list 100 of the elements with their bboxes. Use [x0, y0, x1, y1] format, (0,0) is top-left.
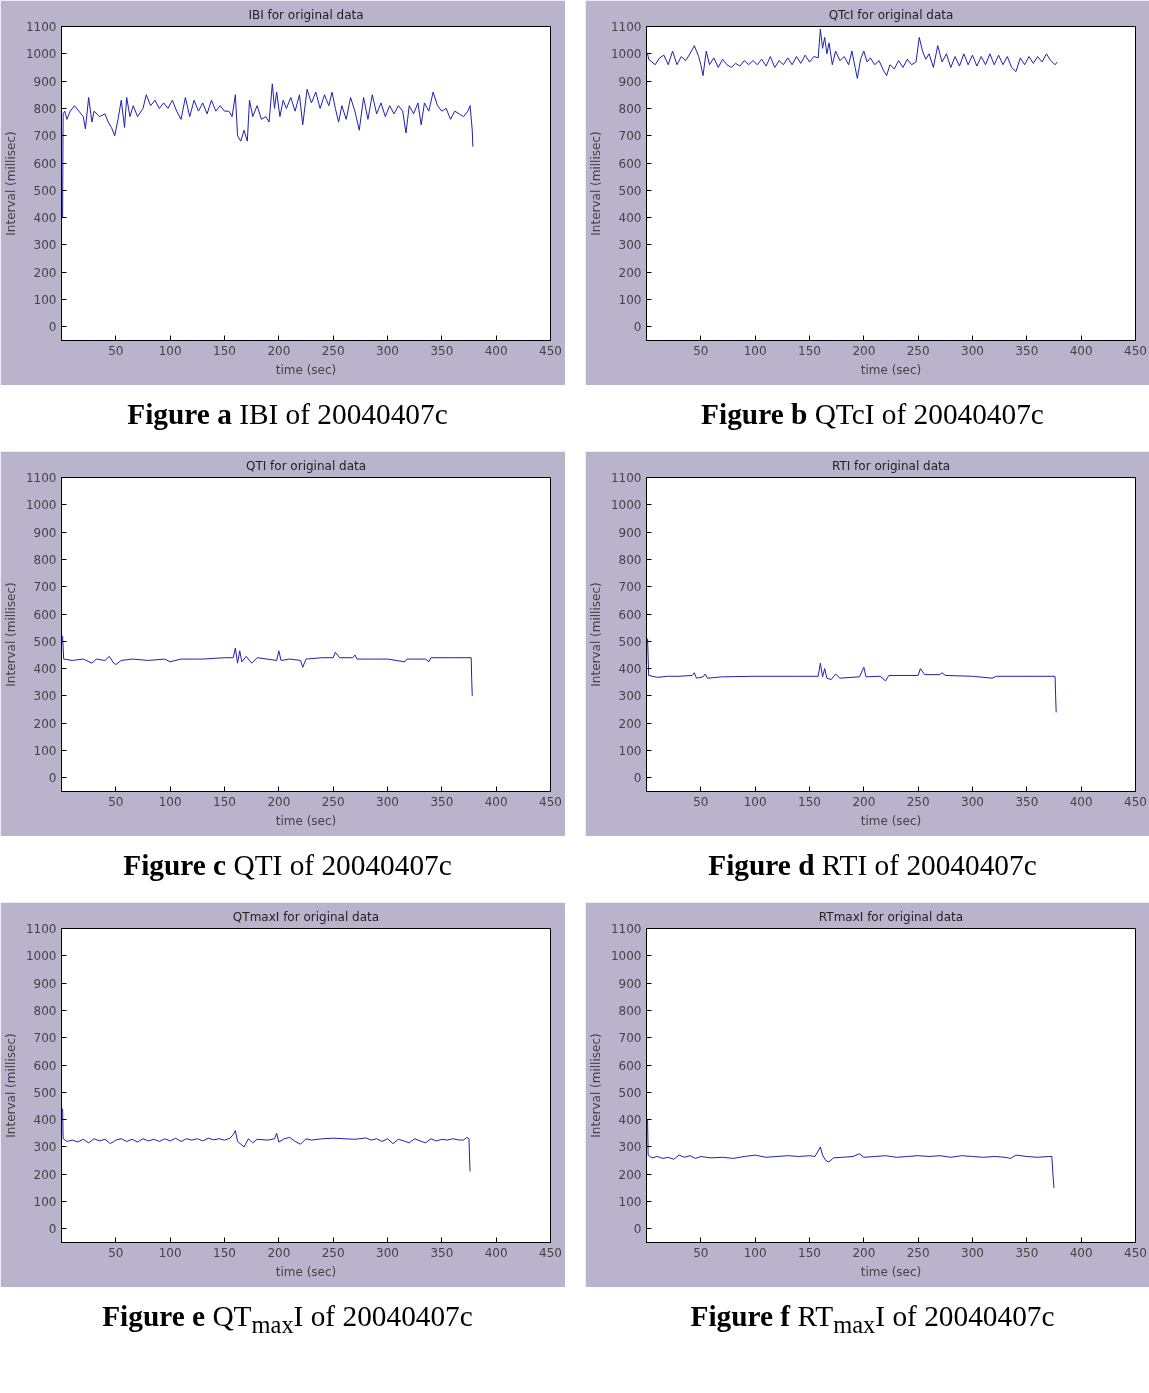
y-tick-label: 1000: [610, 949, 642, 964]
x-axis-title: time (sec): [275, 1264, 337, 1279]
line-series: [647, 28, 1058, 79]
x-tick-label: 400: [484, 794, 508, 809]
y-tick-label: 800: [618, 1003, 642, 1018]
y-tick-label: 600: [618, 1058, 642, 1073]
x-tick-label: 200: [852, 794, 876, 809]
y-tick-label: 200: [33, 265, 57, 280]
x-tick-label: 50: [108, 343, 124, 358]
x-tick-label: 150: [213, 1245, 236, 1260]
y-axis-title: Interval (millisec): [588, 131, 603, 236]
x-tick-label: 300: [961, 1245, 984, 1260]
line-series: [647, 638, 1057, 713]
x-tick-label: 350: [430, 343, 454, 358]
y-tick-label: 400: [618, 662, 642, 677]
x-tick-label: 200: [852, 343, 876, 358]
x-tick-label: 450: [539, 343, 562, 358]
x-tick-label: 450: [539, 794, 562, 809]
x-tick-label: 250: [906, 1245, 930, 1260]
y-tick-label: 600: [33, 156, 57, 171]
x-tick-label: 100: [743, 343, 767, 358]
y-tick-label: 1000: [610, 498, 642, 513]
y-tick-label: 200: [618, 716, 642, 731]
y-tick-label: 800: [33, 101, 57, 116]
chart-title: QTmaxI for original data: [232, 909, 380, 924]
y-tick-label: 700: [618, 129, 642, 144]
text: Figure d RTI of 20040407c: [708, 848, 1037, 883]
y-tick-label: 600: [33, 607, 57, 622]
y-tick-label: 100: [33, 744, 57, 759]
y-tick-label: 1000: [25, 949, 57, 964]
y-tick-label: 1000: [25, 47, 57, 62]
x-tick-label: 450: [1124, 1245, 1147, 1260]
y-axis-title: Interval (millisec): [3, 582, 18, 687]
y-tick-label: 300: [618, 689, 642, 704]
chart-title: IBI for original data: [248, 7, 364, 22]
y-tick-label: 800: [33, 1003, 57, 1018]
y-tick-label: 500: [618, 634, 642, 649]
y-tick-label: 800: [618, 101, 642, 116]
chart-title: RTmaxI for original data: [818, 909, 964, 924]
x-tick-label: 100: [743, 1245, 767, 1260]
y-tick-label: 900: [33, 74, 57, 89]
y-tick-label: 900: [618, 525, 642, 540]
y-tick-label: 200: [618, 265, 642, 280]
x-tick-label: 400: [484, 1245, 508, 1260]
y-tick-label: 1100: [25, 922, 57, 936]
text: Figure f RT$_{max}$I of 20040407c: [690, 1299, 1055, 1340]
chart-title: QTI for original data: [245, 458, 367, 473]
y-tick-label: 500: [618, 183, 642, 198]
x-tick-label: 450: [539, 1245, 562, 1260]
x-tick-label: 350: [430, 1245, 454, 1260]
x-tick-label: 300: [376, 343, 399, 358]
y-tick-label: 600: [33, 1058, 57, 1073]
line-series: [62, 1108, 471, 1173]
y-tick-label: 700: [33, 1031, 57, 1046]
y-tick-label: 500: [618, 1085, 642, 1100]
y-axis-title: Interval (millisec): [3, 131, 18, 236]
line-series: [62, 635, 473, 697]
y-tick-label: 200: [618, 1167, 642, 1182]
x-tick-label: 50: [693, 1245, 709, 1260]
chart-title: RTI for original data: [831, 458, 951, 473]
y-tick-label: 400: [33, 662, 57, 677]
y-tick-label: 100: [618, 1195, 642, 1210]
chart-title: QTcI for original data: [828, 7, 954, 22]
y-tick-label: 0: [633, 320, 642, 335]
text: Figure e QT$_{max}$I of 20040407c: [102, 1299, 473, 1340]
x-tick-label: 200: [267, 794, 291, 809]
line-series: [62, 83, 474, 219]
x-tick-label: 100: [158, 1245, 182, 1260]
y-tick-label: 200: [33, 716, 57, 731]
x-tick-label: 300: [961, 343, 984, 358]
y-tick-label: 100: [618, 744, 642, 759]
x-tick-label: 350: [430, 794, 454, 809]
y-tick-label: 0: [48, 1222, 57, 1237]
x-axis-title: time (sec): [860, 813, 922, 828]
y-axis-title: Interval (millisec): [588, 582, 603, 687]
y-tick-label: 300: [618, 1140, 642, 1155]
y-tick-label: 1000: [610, 47, 642, 62]
y-tick-label: 700: [618, 1031, 642, 1046]
x-axis-title: time (sec): [275, 362, 337, 377]
text: Figure c QTI of 20040407c: [123, 848, 452, 883]
x-tick-label: 50: [693, 343, 709, 358]
x-tick-label: 50: [108, 794, 124, 809]
y-tick-label: 400: [618, 211, 642, 226]
y-tick-label: 500: [33, 1085, 57, 1100]
y-tick-label: 300: [618, 238, 642, 253]
y-tick-label: 400: [33, 1113, 57, 1128]
y-tick-label: 200: [33, 1167, 57, 1182]
x-tick-label: 150: [798, 794, 821, 809]
x-tick-label: 150: [798, 343, 821, 358]
x-tick-label: 400: [1069, 1245, 1093, 1260]
y-tick-label: 0: [48, 320, 57, 335]
x-tick-label: 50: [108, 1245, 124, 1260]
y-tick-label: 900: [33, 976, 57, 991]
y-tick-label: 300: [33, 238, 57, 253]
y-tick-label: 0: [48, 771, 57, 786]
y-tick-label: 800: [618, 552, 642, 567]
y-tick-label: 900: [33, 525, 57, 540]
y-tick-label: 1100: [25, 20, 57, 34]
y-axis-title: Interval (millisec): [588, 1033, 603, 1138]
x-tick-label: 150: [213, 343, 236, 358]
